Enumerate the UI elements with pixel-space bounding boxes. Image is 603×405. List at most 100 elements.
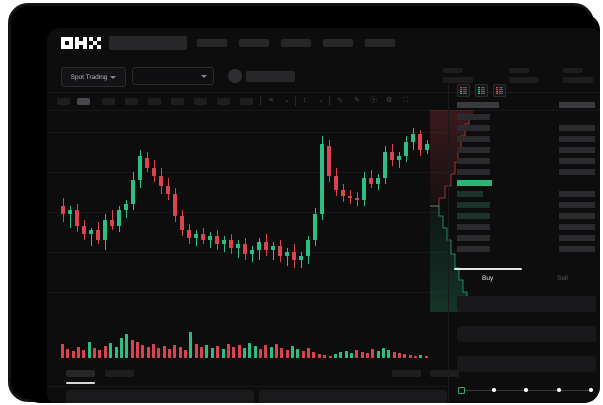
tab-sell[interactable]: Sell <box>557 275 568 282</box>
bottom-tab-2[interactable] <box>105 370 134 377</box>
tab-buy[interactable]: Buy <box>482 275 494 282</box>
bottom-tab-1[interactable] <box>66 370 95 377</box>
order-amount-field[interactable] <box>457 326 596 342</box>
ticker-stat-3-value <box>563 77 593 83</box>
volume-bar <box>77 347 81 358</box>
indicators-dropdown[interactable]: ≡ <box>269 97 274 104</box>
timeframe-7[interactable] <box>194 98 207 105</box>
timeframe-4[interactable] <box>125 98 138 105</box>
orderbook-price-cell[interactable] <box>457 114 490 120</box>
orderbook-amount-cell[interactable] <box>559 102 595 108</box>
orderbook-price-cell[interactable] <box>457 246 490 252</box>
candlestick <box>250 110 254 312</box>
magnet-icon[interactable]: ⓐ <box>370 97 377 104</box>
search-input[interactable] <box>109 36 187 50</box>
slider-stop-50[interactable] <box>524 387 528 392</box>
orderbook-amount-cell[interactable] <box>559 169 595 175</box>
slider-stop-25[interactable] <box>492 387 496 392</box>
ask-depth-line <box>430 115 473 207</box>
orderbook-price-cell[interactable] <box>457 235 490 241</box>
nav-item-5[interactable] <box>365 39 395 47</box>
chart-gridline <box>47 172 447 173</box>
bottom-action-2[interactable] <box>430 370 459 377</box>
candlestick <box>180 110 184 312</box>
volume-bar <box>285 350 289 358</box>
orderbook-price-cell[interactable] <box>457 180 492 186</box>
orderbook-mode-asks-icon[interactable] <box>493 84 506 97</box>
orderbook-mode-both-icon[interactable] <box>457 84 470 97</box>
settings-gear-icon[interactable]: ⚙ <box>386 97 393 104</box>
volume-bar <box>178 347 182 358</box>
orderbook-price-cell[interactable] <box>457 202 490 208</box>
orderbook-price-cell[interactable] <box>457 158 490 164</box>
candlestick-chart[interactable] <box>47 110 447 312</box>
orderbook-mode-bids-icon[interactable] <box>475 84 488 97</box>
candlestick <box>285 110 289 312</box>
volume-bar <box>135 342 139 358</box>
volume-bar <box>291 346 295 358</box>
pair-name-label <box>246 71 295 82</box>
candlestick <box>348 110 352 312</box>
nav-item-3[interactable] <box>281 39 311 47</box>
orderbook-price-cell[interactable] <box>457 169 490 175</box>
order-total-field[interactable] <box>457 356 596 372</box>
order-percent-slider[interactable] <box>458 386 595 394</box>
orderbook-price-cell[interactable] <box>457 125 490 131</box>
timeframe-9[interactable] <box>240 98 253 105</box>
timeframe-8[interactable] <box>217 98 230 105</box>
orderbook-price-cell[interactable] <box>457 147 490 153</box>
bottom-content-panel-left <box>66 390 254 403</box>
orderbook-price-cell[interactable] <box>457 136 490 142</box>
volume-bar <box>114 347 118 358</box>
order-form-tabs: Buy Sell <box>449 268 600 290</box>
volume-bar <box>253 346 257 358</box>
order-price-field[interactable] <box>457 296 596 312</box>
timeframe-6[interactable] <box>171 98 184 105</box>
nav-item-4[interactable] <box>323 39 353 47</box>
indicators-chevron-icon[interactable]: ⌄ <box>284 97 290 104</box>
timeframe-3[interactable] <box>102 98 115 105</box>
fullscreen-icon[interactable]: ⛶ <box>403 97 408 104</box>
orderbook-amount-cell[interactable] <box>559 147 595 153</box>
candlestick <box>411 110 415 312</box>
slider-handle[interactable] <box>458 386 465 394</box>
nav-item-2[interactable] <box>239 39 269 47</box>
bottom-action-1[interactable] <box>392 370 421 377</box>
volume-bar <box>82 350 86 358</box>
pencil-icon[interactable]: ✎ <box>354 97 360 104</box>
nav-item-1[interactable] <box>197 39 227 47</box>
orderbook-amount-cell[interactable] <box>559 235 595 241</box>
orderbook-amount-cell[interactable] <box>559 224 595 230</box>
orderbook-amount-cell[interactable] <box>559 125 595 131</box>
orderbook-amount-cell[interactable] <box>559 213 595 219</box>
candlestick <box>68 110 72 312</box>
orderbook-price-cell[interactable] <box>457 102 499 108</box>
slider-stop-75[interactable] <box>557 387 561 392</box>
orderbook-price-cell[interactable] <box>457 191 483 197</box>
timeframe-5[interactable] <box>148 98 161 105</box>
orderbook-amount-cell[interactable] <box>559 191 595 197</box>
timeframe-1[interactable] <box>57 98 70 105</box>
trading-mode-selector[interactable]: Spot Trading <box>61 67 126 87</box>
volume-bar <box>365 353 369 358</box>
pair-selector[interactable] <box>132 67 214 85</box>
chart-type-chevron-icon[interactable]: ⌄ <box>318 97 324 104</box>
candlestick <box>264 110 268 312</box>
line-tool-icon[interactable]: ∿ <box>337 97 343 104</box>
volume-bar <box>200 347 204 358</box>
candlestick <box>159 110 163 312</box>
volume-bar <box>162 346 166 358</box>
timeframe-2[interactable] <box>77 98 90 105</box>
orderbook-price-cell[interactable] <box>457 213 490 219</box>
orderbook-amount-cell[interactable] <box>559 202 595 208</box>
orderbook-amount-cell[interactable] <box>559 158 595 164</box>
orderbook-price-cell[interactable] <box>457 224 490 230</box>
okx-logo[interactable] <box>61 37 101 50</box>
candlestick <box>362 110 366 312</box>
orderbook-amount-cell[interactable] <box>559 246 595 252</box>
orderbook-amount-cell[interactable] <box>559 136 595 142</box>
slider-stop-100[interactable] <box>589 387 593 392</box>
volume-bar <box>194 344 198 358</box>
chart-type-dropdown[interactable]: ↕ <box>303 97 307 104</box>
